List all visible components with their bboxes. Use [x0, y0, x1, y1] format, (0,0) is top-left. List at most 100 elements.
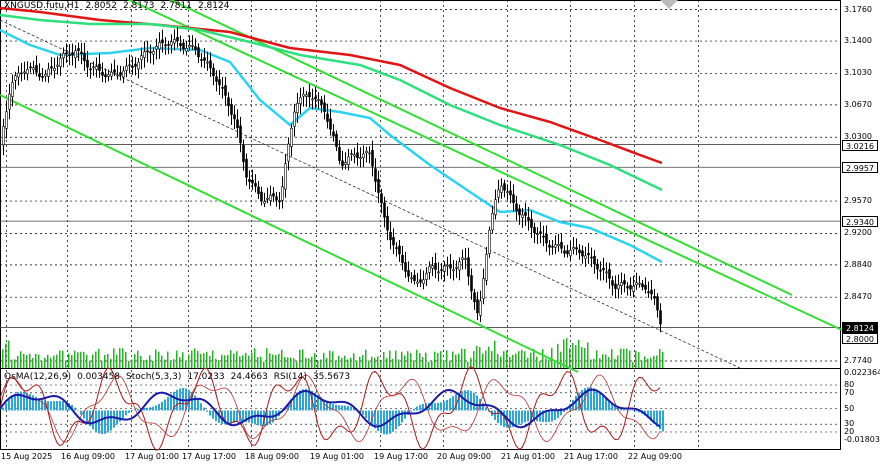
candle-body — [359, 157, 362, 160]
osma-bar — [302, 389, 304, 411]
candle-body — [425, 272, 428, 280]
volume-bar — [170, 361, 172, 368]
osma-bar — [290, 399, 292, 411]
osma-bar — [344, 405, 346, 411]
osma-bar — [476, 395, 478, 411]
volume-bar — [410, 353, 412, 368]
volume-bar — [644, 356, 646, 368]
volume-bar — [437, 353, 439, 368]
volume-bar — [449, 360, 451, 368]
osma-bar — [584, 388, 586, 411]
volume-bar — [572, 342, 574, 368]
candle-body — [326, 113, 329, 122]
candle-body — [149, 51, 152, 54]
osma-bar — [143, 407, 145, 411]
osma-bar — [515, 410, 517, 427]
osma-bar — [548, 410, 550, 423]
osma-bar — [50, 401, 52, 411]
volume-bar — [419, 352, 421, 368]
volume-bar — [11, 359, 13, 368]
candle-body — [473, 292, 476, 303]
volume-bar — [398, 359, 400, 368]
candle-body — [371, 150, 374, 167]
volume-bar — [635, 350, 637, 368]
volume-bar — [89, 360, 91, 368]
volume-bar — [638, 352, 640, 368]
volume-bar — [569, 348, 571, 368]
volume-bar — [362, 355, 364, 368]
volume-bar — [500, 356, 502, 368]
candle-body — [488, 229, 491, 254]
volume-bar — [428, 361, 430, 368]
osma-bar — [467, 390, 469, 411]
candle-body — [86, 59, 89, 68]
candle-body — [551, 245, 554, 248]
volume-bar — [662, 351, 664, 368]
candle-body — [74, 50, 77, 58]
osma-bar — [71, 405, 73, 411]
osma-bar — [482, 402, 484, 411]
volume-bar — [524, 351, 526, 368]
osma-bar — [662, 410, 664, 432]
osma-bar — [590, 387, 592, 411]
osma-bar — [587, 387, 589, 411]
volume-bar — [506, 350, 508, 368]
stoch-line — [0, 365, 661, 451]
volume-bar — [656, 355, 658, 368]
candle-body — [272, 193, 275, 197]
channel-line — [127, 0, 843, 331]
volume-bar — [329, 350, 331, 368]
candle-body — [641, 283, 644, 288]
volume-bar — [341, 358, 343, 368]
volume-bar — [359, 356, 361, 368]
oscillator-title: OsMA(12,26,9) 0.003458 Stoch(5,3,3) 17.0233… — [4, 372, 356, 382]
volume-bar — [566, 338, 568, 368]
candle-body — [365, 150, 368, 154]
candle-body — [119, 72, 122, 76]
osma-bar — [611, 404, 613, 411]
volume-bar — [131, 359, 133, 368]
candle-body — [497, 189, 500, 198]
volume-bar — [95, 351, 97, 368]
osma-bar — [305, 388, 307, 411]
candle-body — [263, 201, 266, 204]
osma-bar — [365, 410, 367, 418]
candle-body — [26, 69, 29, 75]
candle-body — [530, 218, 533, 228]
candle-body — [305, 94, 308, 97]
volume-bar — [26, 354, 28, 368]
volume-bar — [35, 353, 37, 368]
candle-body — [101, 71, 104, 76]
volume-bar — [434, 351, 436, 368]
candle-body — [512, 194, 515, 203]
volume-bar — [197, 350, 199, 368]
osma-bar — [470, 391, 472, 411]
volume-bar — [608, 356, 610, 368]
volume-bar — [488, 346, 490, 368]
candle-body — [341, 160, 344, 167]
candle-body — [350, 153, 353, 155]
osma-bar — [374, 410, 376, 429]
candle-body — [623, 280, 626, 285]
candle-body — [302, 93, 305, 97]
time-label: 19 Aug 01:00 — [310, 452, 364, 461]
osma-bar — [632, 410, 634, 411]
osma-bar — [26, 392, 28, 411]
osma-bar — [494, 410, 496, 420]
candle-body — [323, 102, 326, 112]
volume-bar — [491, 351, 493, 368]
volume-bar — [527, 357, 529, 368]
volume-bar — [263, 361, 265, 368]
stoch-signal-line — [0, 374, 661, 443]
volume-bar — [494, 340, 496, 368]
candle-body — [536, 233, 539, 236]
candle-body — [593, 255, 596, 265]
volume-bar — [176, 350, 178, 368]
volume-bar — [545, 358, 547, 368]
candle-body — [236, 119, 239, 129]
osma-bar — [215, 410, 217, 422]
osma-bar — [434, 403, 436, 411]
candle-body — [656, 296, 659, 311]
